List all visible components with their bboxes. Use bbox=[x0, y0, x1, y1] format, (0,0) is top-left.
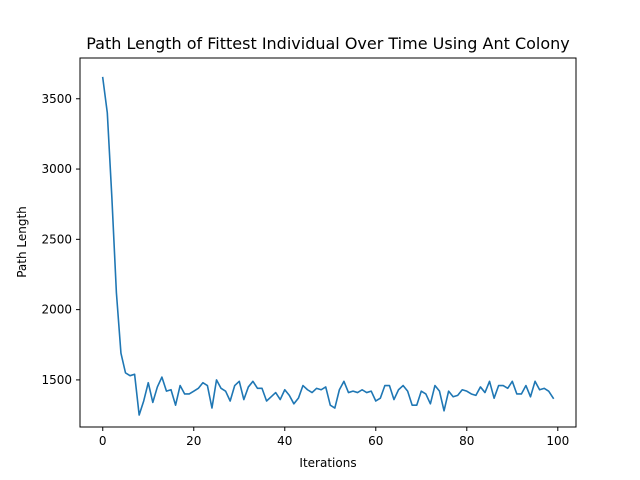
x-tick-label: 40 bbox=[277, 434, 292, 448]
y-tick-label: 3500 bbox=[41, 92, 72, 106]
ticks-layer: 0 20 40 60 80 100 1500 2000 2500 3000 3500 bbox=[41, 92, 569, 448]
x-axis-label: Iterations bbox=[299, 456, 356, 470]
x-tick-label: 20 bbox=[186, 434, 201, 448]
x-tick-label: 100 bbox=[546, 434, 569, 448]
y-tick-label: 3000 bbox=[41, 162, 72, 176]
plot-frame bbox=[79, 57, 577, 428]
y-axis-label: Path Length bbox=[15, 206, 29, 278]
x-tick-label: 0 bbox=[99, 434, 107, 448]
series-line bbox=[101, 76, 555, 416]
x-tick-label: 60 bbox=[368, 434, 383, 448]
y-tick-label: 2500 bbox=[41, 232, 72, 246]
x-tick-label: 80 bbox=[459, 434, 474, 448]
y-tick-label: 1500 bbox=[41, 373, 72, 387]
series-layer bbox=[101, 76, 555, 416]
chart-title: Path Length of Fittest Individual Over T… bbox=[86, 34, 570, 53]
y-tick-label: 2000 bbox=[41, 303, 72, 317]
